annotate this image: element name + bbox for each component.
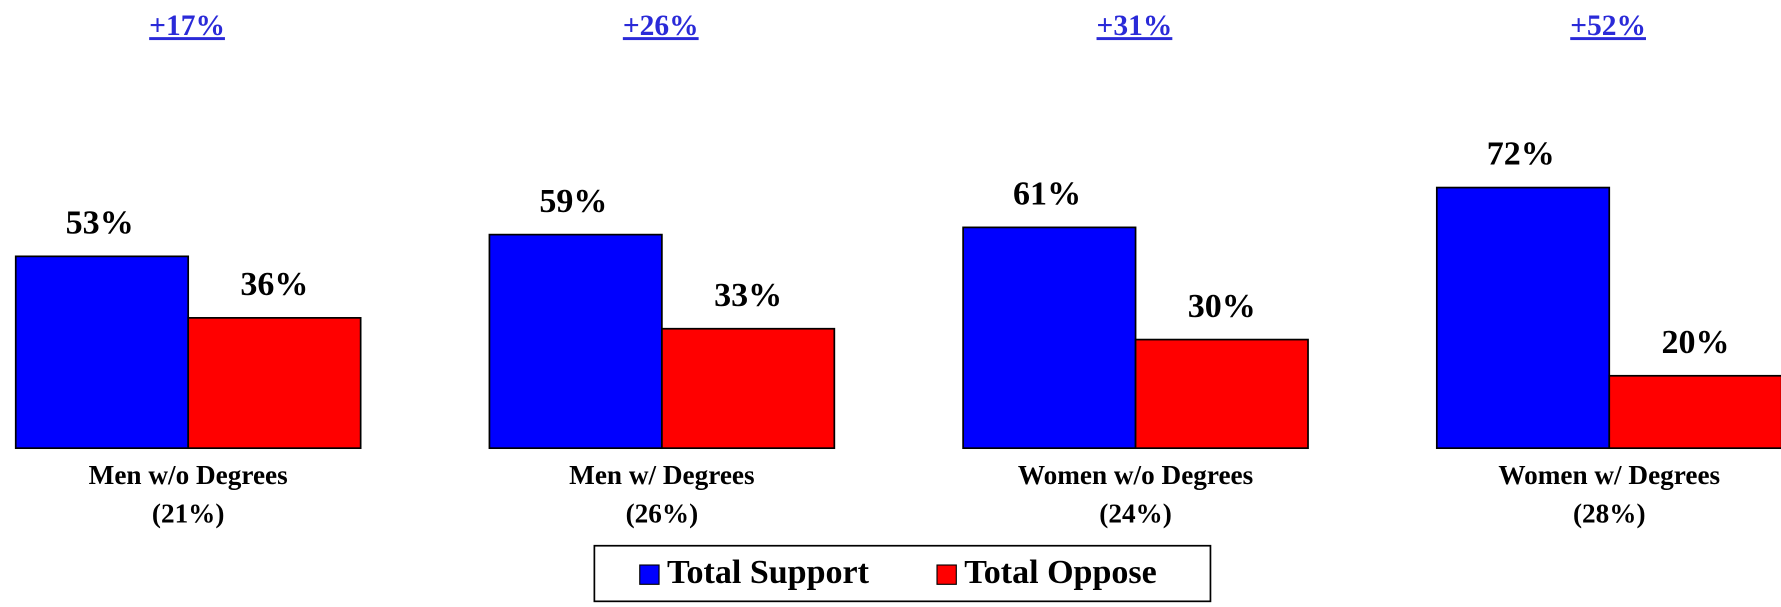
category-note: (24%) bbox=[1099, 498, 1172, 528]
category-note: (28%) bbox=[1573, 498, 1646, 528]
legend-swatch bbox=[639, 564, 660, 585]
margin-annotation: +26% bbox=[623, 10, 699, 42]
data-label: 61% bbox=[1013, 176, 1081, 213]
bar bbox=[962, 226, 1137, 450]
x-tick-label: Men w/o Degrees bbox=[89, 460, 288, 490]
margin-annotation: +52% bbox=[1570, 10, 1646, 42]
data-label: 53% bbox=[66, 205, 134, 242]
legend-box bbox=[593, 544, 1212, 603]
bar bbox=[488, 233, 663, 450]
data-label: 59% bbox=[539, 183, 607, 220]
legend-swatch bbox=[936, 564, 957, 585]
data-label: 36% bbox=[240, 266, 308, 303]
legend-label: Total Support bbox=[667, 554, 870, 591]
margin-annotation: +17% bbox=[149, 10, 225, 42]
data-label: 33% bbox=[714, 277, 782, 314]
category-note: (26%) bbox=[626, 498, 699, 528]
category-note: (21%) bbox=[152, 498, 225, 528]
bar bbox=[187, 317, 362, 450]
x-tick-label: Women w/ Degrees bbox=[1498, 460, 1720, 490]
margin-annotation: +31% bbox=[1097, 10, 1173, 42]
x-tick-label: Men w/ Degrees bbox=[569, 460, 754, 490]
data-label: 20% bbox=[1661, 324, 1729, 361]
data-label: 30% bbox=[1188, 288, 1256, 325]
x-tick-label: Women w/o Degrees bbox=[1018, 460, 1253, 490]
bar bbox=[1435, 186, 1611, 450]
bar bbox=[661, 327, 836, 450]
data-label: 72% bbox=[1487, 136, 1555, 173]
bar bbox=[1134, 338, 1309, 450]
legend-label: Total Oppose bbox=[964, 554, 1156, 591]
bar bbox=[14, 255, 190, 450]
bar bbox=[1608, 374, 1781, 450]
